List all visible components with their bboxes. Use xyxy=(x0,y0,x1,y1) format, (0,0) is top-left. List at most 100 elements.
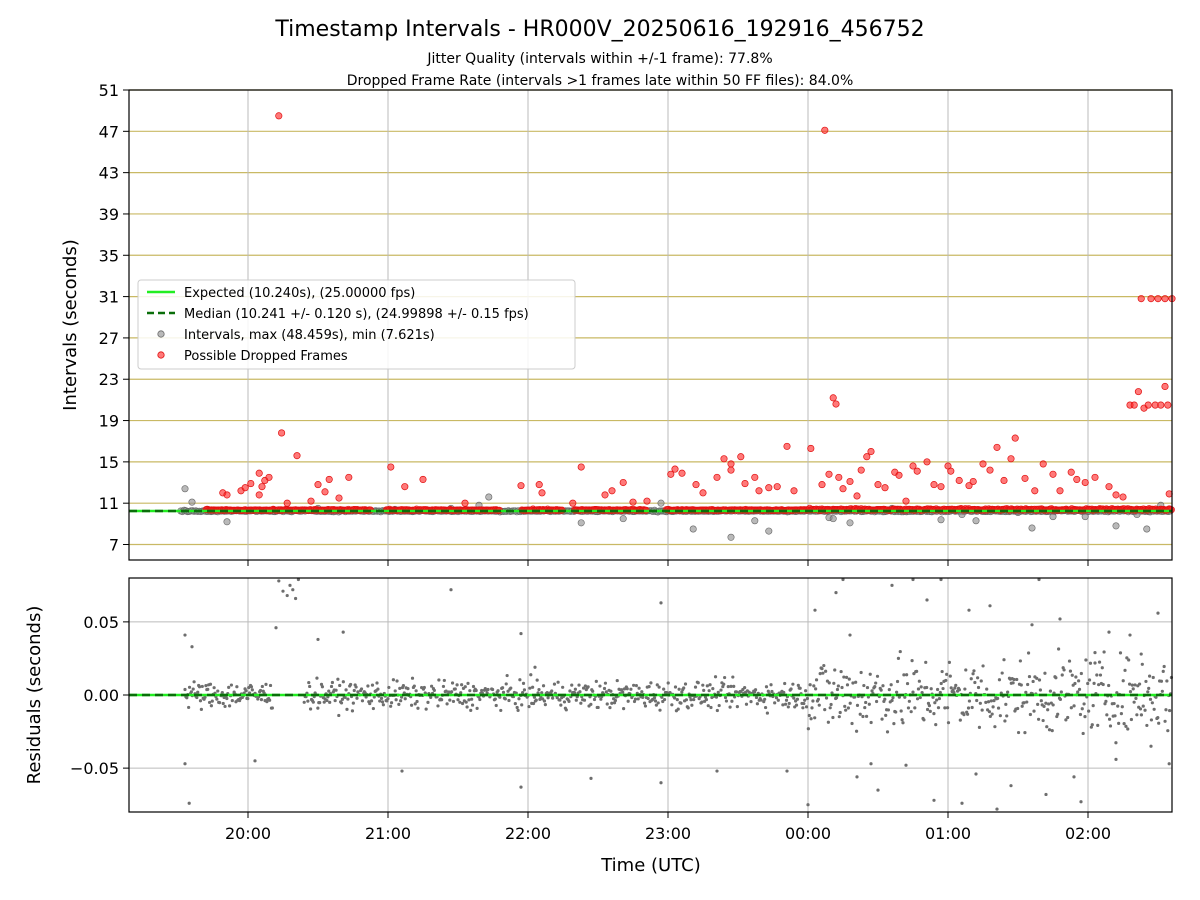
residual-point xyxy=(715,769,719,773)
dropped-frame-point xyxy=(1137,295,1145,303)
residual-point xyxy=(346,697,350,701)
residual-point xyxy=(577,683,581,687)
residual-point xyxy=(496,689,500,693)
dropped-frame-point xyxy=(314,481,322,489)
residual-point xyxy=(225,696,229,701)
dropped-frame-point xyxy=(569,499,577,507)
residual-point xyxy=(1087,678,1092,682)
residual-point xyxy=(574,698,578,702)
residual-point xyxy=(1037,678,1042,682)
dropped-frame-point xyxy=(223,491,231,499)
residual-point xyxy=(1135,713,1139,717)
residual-point xyxy=(564,708,568,712)
residual-point xyxy=(198,699,203,703)
residual-point xyxy=(334,688,338,692)
residual-point xyxy=(1154,695,1158,699)
residual-point xyxy=(702,688,706,693)
residual-point xyxy=(204,684,208,688)
residual-point xyxy=(444,689,448,693)
residuals-y-axis: 0.05 0.00 −0.05 xyxy=(70,613,129,778)
residual-point xyxy=(925,685,929,690)
residual-point xyxy=(1043,671,1047,675)
residual-point xyxy=(344,688,348,692)
residual-point xyxy=(867,702,871,706)
residual-point xyxy=(676,707,680,711)
residual-point xyxy=(538,697,542,701)
residual-point xyxy=(1100,666,1104,670)
residual-point xyxy=(613,698,618,703)
residual-point xyxy=(1023,731,1027,735)
intervals-x-ticks xyxy=(247,560,1089,566)
residual-point xyxy=(518,678,522,682)
residual-point xyxy=(1119,712,1123,716)
residual-point xyxy=(475,706,479,710)
legend-dropped-swatch xyxy=(157,351,165,359)
residual-point xyxy=(865,685,870,690)
residual-point xyxy=(640,690,644,694)
dropped-frame-point xyxy=(969,477,977,486)
intervals-y-tick-label: 11 xyxy=(99,494,119,513)
residual-point xyxy=(953,686,957,690)
residual-point xyxy=(957,688,962,692)
residual-point xyxy=(732,684,736,688)
residual-point xyxy=(533,665,537,669)
residual-point xyxy=(449,588,453,592)
residual-point xyxy=(949,686,953,690)
residual-point xyxy=(917,679,921,683)
residual-point xyxy=(413,702,417,706)
residual-point xyxy=(447,690,451,694)
residual-point xyxy=(467,698,471,702)
residual-point xyxy=(884,713,888,717)
residual-point xyxy=(719,688,723,692)
residual-point xyxy=(708,683,712,687)
legend-median-label: Median (10.241 +/- 0.120 s), (24.99898 +… xyxy=(184,307,529,322)
residual-point xyxy=(629,687,633,691)
residual-point xyxy=(196,690,200,694)
residual-point xyxy=(1120,705,1124,709)
residual-point xyxy=(1054,676,1058,680)
residual-point xyxy=(833,668,837,672)
residual-point xyxy=(1070,673,1074,677)
residual-point xyxy=(744,702,749,706)
residual-point xyxy=(567,699,571,703)
residual-point xyxy=(450,690,454,694)
interval-point xyxy=(751,517,759,525)
residual-point xyxy=(622,707,626,711)
residual-point xyxy=(970,705,974,710)
residual-point xyxy=(829,702,833,707)
residual-point xyxy=(1046,702,1051,706)
residual-point xyxy=(672,696,677,700)
residual-point xyxy=(1160,689,1164,693)
residual-point xyxy=(1145,723,1149,728)
residual-point xyxy=(809,717,813,721)
residual-point xyxy=(937,696,941,701)
dropped-frame-point xyxy=(720,455,728,463)
residual-point xyxy=(1036,717,1041,721)
dropped-frame-point xyxy=(601,491,609,499)
residual-point xyxy=(1115,691,1119,695)
residual-point xyxy=(898,649,902,654)
residual-point xyxy=(969,677,973,681)
residual-point xyxy=(807,713,811,718)
residual-point xyxy=(1072,704,1076,708)
residual-point xyxy=(1009,784,1013,788)
dropped-frame-point xyxy=(699,489,707,497)
residual-point xyxy=(1046,708,1050,712)
interval-point xyxy=(577,519,585,527)
residual-point xyxy=(874,681,878,685)
dropped-frame-point xyxy=(325,475,333,483)
residual-point xyxy=(821,671,825,675)
intervals-y-tick-label: 35 xyxy=(99,246,119,265)
residual-point xyxy=(1011,681,1015,685)
residual-point xyxy=(568,689,572,693)
intervals-y-tick-label: 7 xyxy=(109,536,119,555)
residual-point xyxy=(931,695,935,699)
residuals-x-axis: 20:00 21:00 22:00 23:00 00:00 01:00 02:00 xyxy=(225,812,1111,843)
residual-point xyxy=(341,630,345,634)
residual-point xyxy=(1036,702,1040,706)
residual-point xyxy=(919,685,923,689)
dropped-frame-point xyxy=(853,492,861,500)
residual-point xyxy=(948,674,952,678)
residual-point xyxy=(916,687,921,691)
residual-point xyxy=(704,697,709,702)
